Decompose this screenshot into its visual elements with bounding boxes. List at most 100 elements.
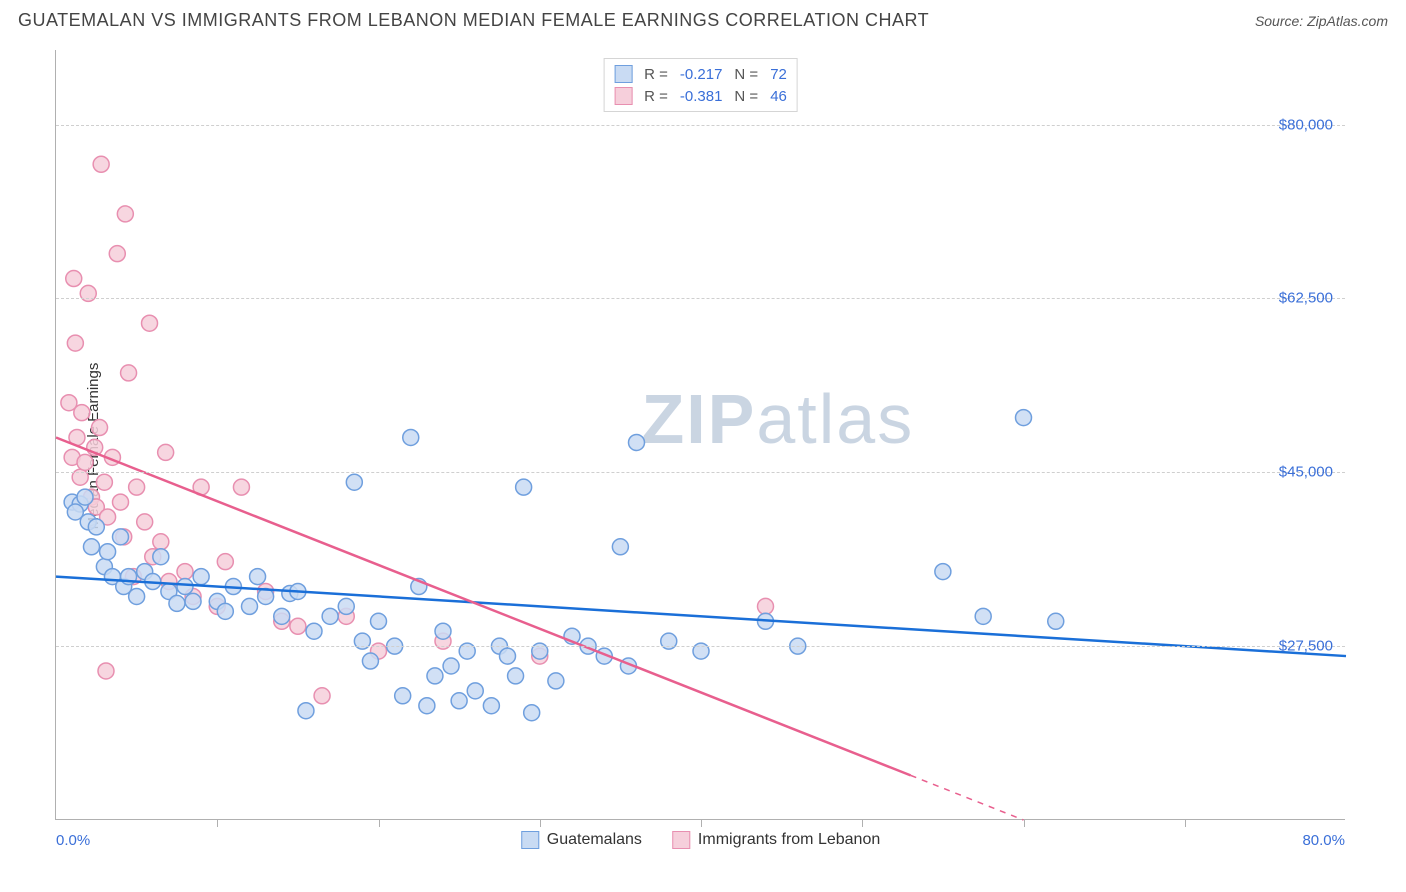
trend-line: [911, 775, 1024, 820]
gridline-h: [56, 646, 1345, 647]
data-point-lebanon: [98, 663, 114, 679]
data-point-lebanon: [158, 444, 174, 460]
data-point-lebanon: [233, 479, 249, 495]
n-value-0: 72: [770, 66, 787, 83]
data-point-lebanon: [66, 271, 82, 287]
swatch-bottom-1: [672, 831, 690, 849]
data-point-guatemalans: [1048, 613, 1064, 629]
gridline-h: [56, 472, 1345, 473]
data-point-lebanon: [177, 564, 193, 580]
data-point-lebanon: [137, 514, 153, 530]
n-value-1: 46: [770, 88, 787, 105]
source-credit: Source: ZipAtlas.com: [1255, 13, 1388, 29]
scatter-svg: [56, 50, 1345, 819]
legend-bottom-label-0: Guatemalans: [547, 831, 642, 849]
data-point-lebanon: [121, 365, 137, 381]
data-point-lebanon: [92, 420, 108, 436]
swatch-bottom-0: [521, 831, 539, 849]
data-point-guatemalans: [129, 588, 145, 604]
data-point-guatemalans: [443, 658, 459, 674]
data-point-lebanon: [93, 156, 109, 172]
data-point-guatemalans: [508, 668, 524, 684]
x-tick: [217, 819, 218, 827]
data-point-guatemalans: [419, 698, 435, 714]
n-label-0: N =: [734, 66, 758, 83]
y-tick-label: $80,000: [1279, 116, 1333, 133]
r-label-0: R =: [644, 66, 668, 83]
source-name: ZipAtlas.com: [1307, 13, 1388, 29]
plot-area: ZIPatlas R = -0.217 N = 72 R = -0.381 N …: [55, 50, 1345, 820]
data-point-guatemalans: [427, 668, 443, 684]
data-point-lebanon: [142, 315, 158, 331]
r-value-0: -0.217: [680, 66, 723, 83]
x-axis-min-label: 0.0%: [56, 832, 90, 849]
data-point-guatemalans: [242, 598, 258, 614]
x-axis-max-label: 80.0%: [1302, 832, 1345, 849]
chart-title: GUATEMALAN VS IMMIGRANTS FROM LEBANON ME…: [18, 10, 929, 31]
data-point-guatemalans: [346, 474, 362, 490]
y-tick-label: $62,500: [1279, 290, 1333, 307]
data-point-guatemalans: [395, 688, 411, 704]
data-point-guatemalans: [83, 539, 99, 555]
data-point-guatemalans: [403, 429, 419, 445]
data-point-lebanon: [109, 246, 125, 262]
data-point-guatemalans: [548, 673, 564, 689]
data-point-lebanon: [758, 598, 774, 614]
data-point-guatemalans: [935, 564, 951, 580]
data-point-lebanon: [129, 479, 145, 495]
data-point-lebanon: [117, 206, 133, 222]
data-point-guatemalans: [362, 653, 378, 669]
swatch-0: [614, 65, 632, 83]
data-point-guatemalans: [177, 579, 193, 595]
data-point-guatemalans: [435, 623, 451, 639]
title-bar: GUATEMALAN VS IMMIGRANTS FROM LEBANON ME…: [18, 10, 1388, 31]
data-point-guatemalans: [516, 479, 532, 495]
data-point-guatemalans: [77, 489, 93, 505]
gridline-h: [56, 298, 1345, 299]
legend-top-row-1: R = -0.381 N = 46: [614, 85, 787, 107]
data-point-lebanon: [67, 335, 83, 351]
data-point-guatemalans: [467, 683, 483, 699]
x-tick: [379, 819, 380, 827]
y-tick-label: $27,500: [1279, 638, 1333, 655]
data-point-guatemalans: [169, 595, 185, 611]
data-point-lebanon: [74, 405, 90, 421]
data-point-guatemalans: [629, 434, 645, 450]
data-point-guatemalans: [338, 598, 354, 614]
data-point-guatemalans: [298, 703, 314, 719]
r-label-1: R =: [644, 88, 668, 105]
data-point-lebanon: [96, 474, 112, 490]
data-point-lebanon: [77, 454, 93, 470]
data-point-guatemalans: [500, 648, 516, 664]
data-point-guatemalans: [250, 569, 266, 585]
data-point-guatemalans: [100, 544, 116, 560]
data-point-guatemalans: [451, 693, 467, 709]
data-point-guatemalans: [524, 705, 540, 721]
legend-top-row-0: R = -0.217 N = 72: [614, 63, 787, 85]
data-point-guatemalans: [113, 529, 129, 545]
data-point-guatemalans: [322, 608, 338, 624]
x-tick: [862, 819, 863, 827]
x-tick: [701, 819, 702, 827]
n-label-1: N =: [734, 88, 758, 105]
legend-bottom-label-1: Immigrants from Lebanon: [698, 831, 880, 849]
data-point-guatemalans: [217, 603, 233, 619]
gridline-h: [56, 125, 1345, 126]
data-point-lebanon: [290, 618, 306, 634]
y-tick-label: $45,000: [1279, 464, 1333, 481]
x-tick: [1024, 819, 1025, 827]
data-point-guatemalans: [88, 519, 104, 535]
legend-bottom-item-0: Guatemalans: [521, 831, 642, 849]
data-point-guatemalans: [483, 698, 499, 714]
data-point-guatemalans: [1016, 410, 1032, 426]
data-point-guatemalans: [306, 623, 322, 639]
data-point-lebanon: [314, 688, 330, 704]
x-tick: [540, 819, 541, 827]
data-point-guatemalans: [612, 539, 628, 555]
data-point-guatemalans: [975, 608, 991, 624]
data-point-guatemalans: [371, 613, 387, 629]
data-point-guatemalans: [185, 593, 201, 609]
legend-top: R = -0.217 N = 72 R = -0.381 N = 46: [603, 58, 798, 112]
data-point-guatemalans: [153, 549, 169, 565]
legend-bottom: Guatemalans Immigrants from Lebanon: [521, 831, 880, 849]
